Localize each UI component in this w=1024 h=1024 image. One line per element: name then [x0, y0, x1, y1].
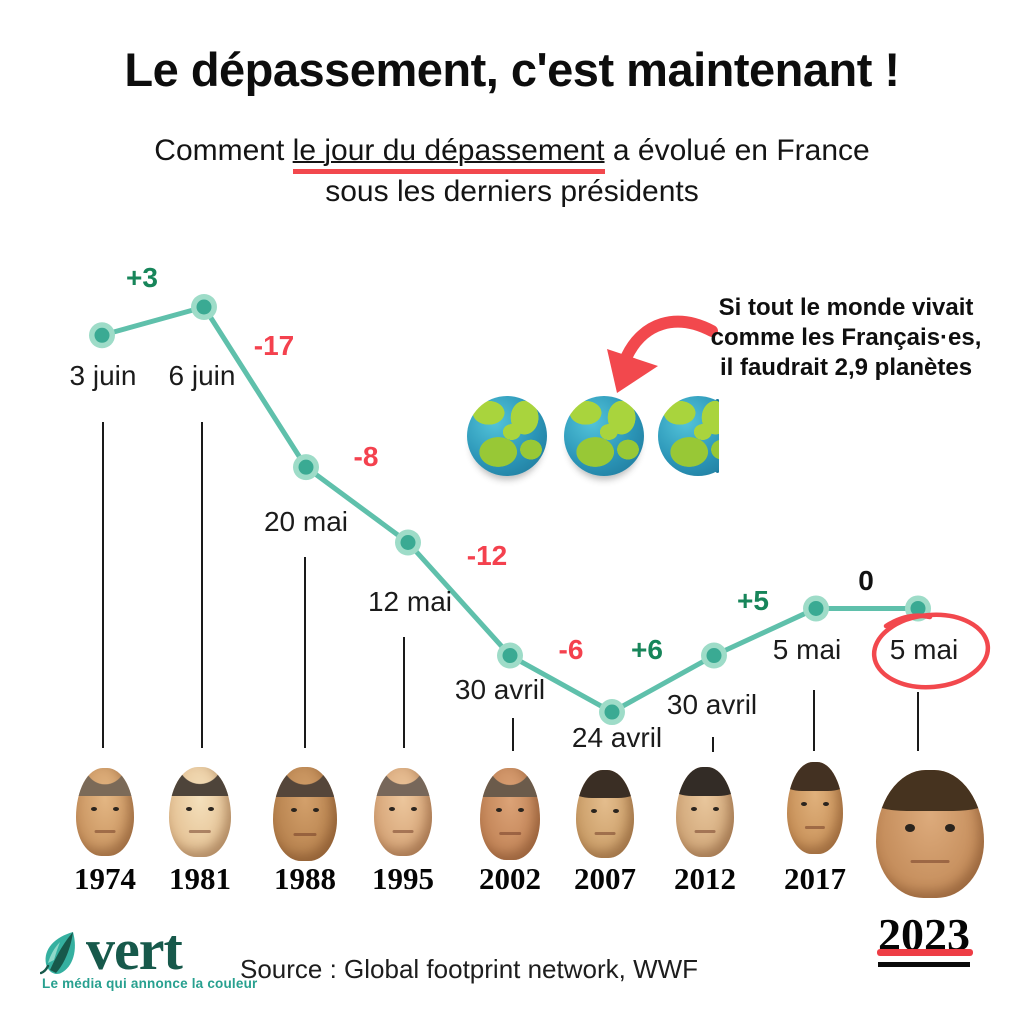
planets-annotation-line2: comme les Français·es,: [710, 324, 982, 351]
president-photo-2007: [576, 770, 634, 858]
delta-label-minus17: -17: [253, 330, 295, 361]
earth-globe-partial-icon: [658, 396, 719, 476]
delta-label-minus12: -12: [466, 540, 508, 571]
eyes: [102, 807, 108, 811]
year-label-1981: 1981: [169, 861, 231, 896]
year-label-2023: 2023: [878, 908, 970, 967]
year-label-1995: 1995: [372, 861, 434, 896]
hair: [76, 768, 134, 797]
delta-label-minus6: -6: [558, 634, 584, 665]
earth-globe-icon-1: [467, 396, 547, 476]
source-text: Source : Global footprint network, WWF: [240, 954, 699, 984]
president-photo-1981: [169, 767, 231, 857]
date-label-2012: 30 avril: [666, 689, 758, 720]
delta-label-plus5: +5: [737, 585, 769, 616]
year-label-1988: 1988: [274, 861, 336, 896]
year-label-2012: 2012: [674, 861, 736, 896]
date-label-1988: 20 mai: [263, 506, 349, 537]
delta-label-plus3: +3: [126, 262, 158, 293]
vert-leaf-icon: [40, 932, 75, 975]
year-2023-red-underline: [877, 949, 973, 956]
subtitle-line2: sous les derniers présidents: [325, 175, 699, 209]
date-label-2007: 24 avril: [571, 722, 663, 753]
planets-annotation: Si tout le monde vivait comme les França…: [690, 293, 1002, 383]
year-label-2017: 2017: [784, 861, 846, 896]
delta-label-minus8: -8: [353, 441, 379, 472]
subtitle: Comment le jour du dépassement a évolué …: [0, 130, 1024, 213]
earth-globe-partial-sphere: [658, 396, 719, 476]
date-label-1981: 6 juin: [168, 360, 236, 391]
subtitle-before: Comment: [154, 134, 293, 167]
president-photo-2023: [876, 770, 984, 898]
president-photo-1988: [273, 767, 337, 861]
vert-logo-tagline: Le média qui annonce la couleur: [42, 976, 258, 991]
subtitle-after: a évolué en France: [604, 134, 870, 167]
page-title: Le dépassement, c'est maintenant !: [124, 43, 900, 96]
president-photo-2017: [787, 762, 843, 854]
date-label-1995: 12 mai: [367, 586, 453, 617]
delta-label-plus6: +6: [631, 634, 663, 665]
earth-globe-icon-2: [564, 396, 644, 476]
date-label-2023: 5 mai: [889, 634, 959, 665]
president-photo-2002: [480, 768, 540, 860]
president-photo-1974: [76, 768, 134, 856]
date-label-2002: 30 avril: [454, 674, 546, 705]
president-photo-1995: [374, 768, 432, 856]
president-photo-2012: [676, 767, 734, 857]
year-label-2002: 2002: [479, 861, 541, 896]
planets-annotation-line3: il faudrait 2,9 planètes: [719, 354, 973, 381]
vert-logo-text: vert: [86, 917, 183, 982]
year-label-2007: 2007: [574, 861, 636, 896]
date-label-2017: 5 mai: [772, 634, 842, 665]
date-label-1974: 3 juin: [69, 360, 137, 391]
subtitle-underlined-phrase: le jour du dépassement: [292, 134, 605, 174]
mouth: [94, 829, 116, 833]
delta-label-zero: 0: [858, 565, 874, 596]
year-label-1974: 1974: [74, 861, 136, 896]
planets-annotation-line1: Si tout le monde vivait: [718, 294, 974, 321]
